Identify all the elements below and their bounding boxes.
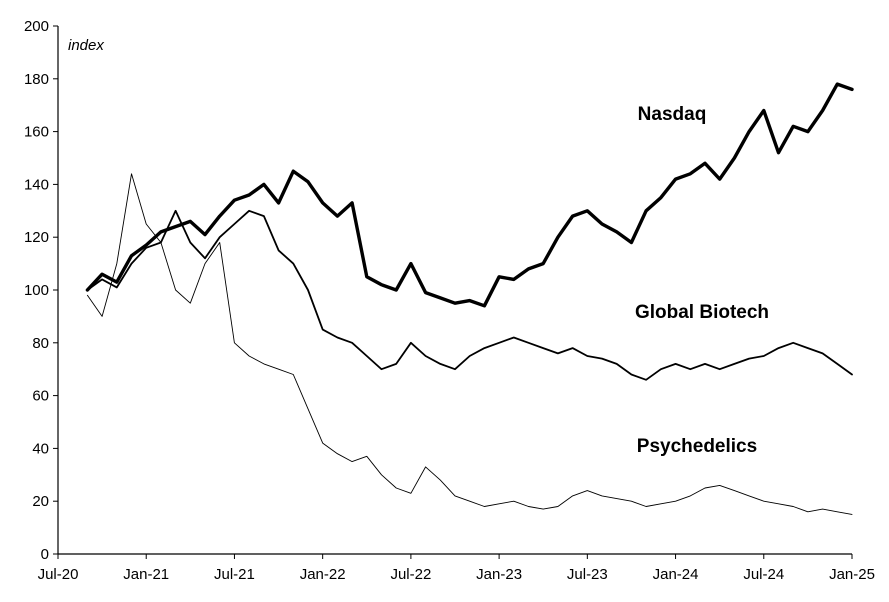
y-tick-label: 0 [41,546,49,563]
series-line-global-biotech [86,209,853,381]
x-tick-label: Jan-23 [476,566,522,583]
series-line-nasdaq [85,82,854,308]
series-layer [85,82,854,515]
y-tick-label: 20 [32,493,49,510]
series-label-global-biotech: Global Biotech [635,302,769,323]
y-tick-label: 160 [24,124,49,141]
series-line-psychedelics [86,173,853,515]
x-tick-label: Jul-21 [214,566,255,583]
y-tick-label: 140 [24,176,49,193]
x-tick-label: Jan-25 [829,566,875,583]
y-tick-label: 60 [32,388,49,405]
y-tick-label: 200 [24,18,49,35]
y-tick-label: 120 [24,229,49,246]
y-tick-label: 80 [32,335,49,352]
y-tick-label: 100 [24,282,49,299]
y-tick-label: 180 [24,71,49,88]
x-tick-label: Jan-22 [300,566,346,583]
unit-label: index [68,37,104,54]
x-tick-label: Jul-20 [38,566,79,583]
series-label-psychedelics: Psychedelics [637,436,757,457]
x-tick-label: Jul-22 [390,566,431,583]
y-tick-label: 40 [32,440,49,457]
x-tick-label: Jul-24 [743,566,784,583]
ticks-layer: 0 20 40 60 80 100 120 140 160 180 200 Jul-20 Jan-21 J… [24,18,875,583]
x-tick-label: Jan-24 [653,566,699,583]
axes-layer [57,26,852,555]
series-labels-layer: Nasdaq Global Biotech Psychedelics [635,104,769,457]
x-tick-label: Jan-21 [123,566,169,583]
series-label-nasdaq: Nasdaq [638,104,707,125]
x-tick-label: Jul-23 [567,566,608,583]
